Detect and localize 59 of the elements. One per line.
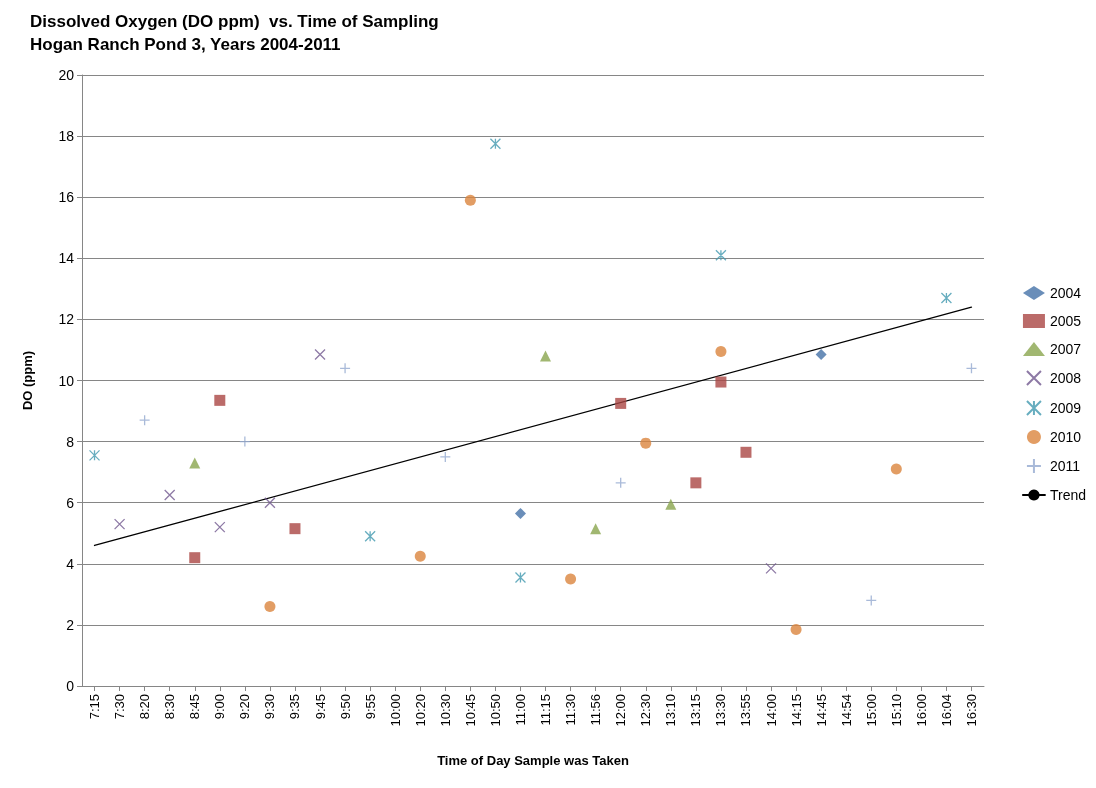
x-tick-label: 9:35 [287,694,303,720]
x-tick-label: 11:15 [538,694,554,726]
legend-label: 2011 [1049,458,1081,474]
legend-label: 2008 [1049,370,1082,386]
x-tick-label: 13:15 [688,694,704,727]
x-tick-label: 9:55 [362,694,378,720]
x-tick-label: 16:30 [963,694,979,727]
x-tick-label: 13:10 [663,694,679,727]
x-tick-label: 15:10 [888,694,904,727]
x-axis-title: Time of Day Sample was Taken [437,753,629,768]
x-tick-label: 14:15 [788,694,804,727]
x-tick-label: 7:30 [112,694,128,720]
y-tick-label: 16 [58,189,75,206]
x-tick-label: 11:56 [588,694,604,726]
y-axis-title: DO (ppm) [20,350,35,411]
x-tick-label: 9:50 [337,694,353,720]
legend-label: 2007 [1049,341,1082,357]
x-tick-label: 7:15 [87,694,103,720]
x-tick-label: 12:00 [613,694,629,727]
legend-label: 2004 [1049,285,1082,301]
y-tick-label: 0 [66,678,75,694]
x-tick-label: 9:00 [212,694,228,720]
legend-label: 2009 [1049,400,1082,416]
x-tick-label: 8:20 [137,694,153,720]
y-tick-label: 12 [58,311,75,328]
x-tick-label: 10:50 [487,694,503,727]
x-tick-label: 9:45 [312,694,328,720]
chart-title: Dissolved Oxygen (DO ppm) vs. Time of Sampling [30,12,439,31]
y-tick-label: 10 [58,372,75,389]
x-tick-label: 10:20 [412,694,428,727]
y-tick-label: 6 [66,494,75,511]
y-tick-label: 8 [66,433,75,450]
legend-label: 2010 [1049,429,1082,445]
legend-label: 2005 [1049,313,1082,329]
x-tick-label: 10:30 [437,694,453,727]
x-tick-label: 15:00 [863,694,879,727]
y-tick-label: 20 [58,67,75,83]
x-tick-label: 9:30 [262,694,278,720]
x-tick-label: 10:00 [387,694,403,727]
x-tick-label: 13:55 [738,694,754,727]
x-tick-label: 12:30 [638,694,654,727]
x-tick-label: 13:30 [713,694,729,727]
x-tick-label: 11:00 [512,694,528,726]
x-tick-label: 14:45 [813,694,829,727]
y-tick-label: 14 [58,250,75,267]
y-tick-label: 2 [66,616,75,633]
legend-label: Trend [1049,487,1087,503]
x-tick-label: 16:04 [938,694,954,727]
x-tick-label: 14:00 [763,694,779,727]
x-tick-label: 10:45 [462,694,478,727]
x-tick-label: 16:00 [913,694,929,727]
x-tick-label: 11:30 [563,694,579,726]
y-tick-label: 18 [58,128,75,145]
x-tick-label: 9:20 [237,694,253,720]
y-tick-label: 4 [66,555,75,572]
x-tick-label: 14:54 [838,694,854,727]
chart-subtitle: Hogan Ranch Pond 3, Years 2004-2011 [30,35,341,54]
x-tick-label: 8:30 [162,694,178,720]
x-tick-label: 8:45 [187,694,203,720]
